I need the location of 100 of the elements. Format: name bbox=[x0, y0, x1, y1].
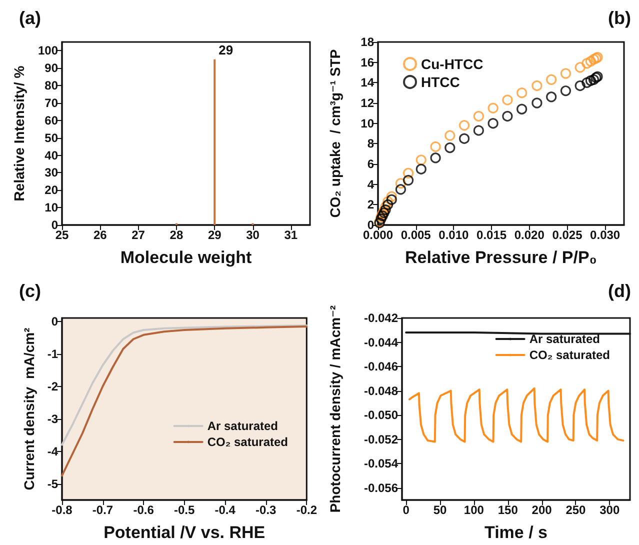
y-tick-label: -0.044 bbox=[363, 334, 398, 349]
x-tick-label: 150 bbox=[497, 502, 518, 516]
y-axis-title: Photocurrent density / mAcm⁻² bbox=[326, 304, 342, 512]
x-tick-label: 0.015 bbox=[476, 228, 506, 242]
chart-title: (d) bbox=[608, 280, 631, 300]
point bbox=[560, 68, 571, 79]
point bbox=[531, 98, 542, 108]
x-axis-title: Potential /V vs. RHE bbox=[104, 522, 266, 542]
x-tick-label: 26 bbox=[93, 228, 108, 242]
y-tick-label: -0.052 bbox=[363, 432, 398, 446]
y-tick-label: 10 bbox=[44, 200, 58, 215]
point bbox=[531, 80, 542, 92]
point bbox=[402, 174, 414, 186]
point bbox=[472, 125, 484, 136]
line-series bbox=[408, 386, 624, 442]
y-tick-label: -4 bbox=[47, 444, 58, 458]
y-tick-label: -3 bbox=[47, 411, 58, 426]
x-tick-label: 50 bbox=[432, 502, 446, 516]
point bbox=[415, 154, 426, 166]
point bbox=[382, 196, 393, 207]
y-axis-title: Current density mA/cm² bbox=[21, 326, 37, 490]
point bbox=[588, 74, 599, 85]
point bbox=[430, 141, 440, 152]
y-tick-label: -0.050 bbox=[363, 408, 398, 422]
x-tick-label: -0.8 bbox=[52, 502, 73, 516]
legend-label: HTCC bbox=[420, 74, 460, 90]
y-tick-label: -0.042 bbox=[363, 310, 398, 324]
legend-label: CO₂ saturated bbox=[528, 348, 610, 362]
chart-title: (a) bbox=[19, 8, 42, 28]
x-axis-title: Relative Pressure / P/P₀ bbox=[404, 248, 596, 267]
y-tick-label: -0.054 bbox=[363, 456, 398, 470]
y-tick-label: 10 bbox=[360, 116, 374, 130]
point bbox=[380, 201, 390, 212]
y-tick-label: 80 bbox=[44, 78, 58, 93]
y-tick-label: -0.056 bbox=[363, 480, 398, 494]
point bbox=[502, 94, 512, 106]
y-tick-label: 40 bbox=[44, 148, 58, 162]
x-tick-label: 100 bbox=[463, 502, 484, 516]
x-tick-label: 0 bbox=[402, 502, 410, 516]
x-tick-label: 200 bbox=[531, 502, 552, 516]
point bbox=[546, 74, 556, 85]
x-tick-label: -0.5 bbox=[174, 502, 195, 516]
y-tick-label: 50 bbox=[44, 130, 58, 145]
x-axis-title: Molecule weight bbox=[120, 248, 252, 267]
point bbox=[574, 62, 585, 73]
point bbox=[430, 152, 440, 164]
x-tick-label: 0.030 bbox=[590, 228, 620, 242]
y-tick-label: 70 bbox=[44, 96, 58, 110]
y-tick-label: 2 bbox=[366, 198, 374, 212]
y-tick-label: 100 bbox=[38, 44, 58, 58]
y-tick-label: 4 bbox=[366, 177, 374, 192]
y-axis-title: Relative Intensity/ % bbox=[11, 65, 27, 202]
point bbox=[581, 58, 592, 69]
x-tick-label: 30 bbox=[246, 228, 260, 242]
chart-title: (c) bbox=[19, 280, 42, 300]
x-tick-label: 31 bbox=[284, 228, 298, 242]
point bbox=[516, 104, 527, 114]
point bbox=[584, 75, 596, 86]
x-tick-label: -0.2 bbox=[296, 502, 318, 516]
point bbox=[502, 110, 512, 122]
y-tick-label: -2 bbox=[47, 378, 58, 393]
annotation: 29 bbox=[218, 42, 234, 58]
point bbox=[382, 199, 393, 210]
y-tick-label: 60 bbox=[44, 113, 58, 128]
y-tick-label: -0.046 bbox=[363, 359, 398, 374]
x-tick-label: -0.4 bbox=[214, 502, 236, 516]
x-tick-label: 300 bbox=[599, 502, 620, 516]
point bbox=[574, 80, 585, 92]
y-tick-label: 20 bbox=[44, 183, 58, 198]
y-tick-label: -5 bbox=[47, 476, 58, 490]
x-tick-label: 0.010 bbox=[438, 228, 469, 242]
chart-title: (b) bbox=[608, 8, 631, 28]
point bbox=[487, 102, 498, 114]
point bbox=[386, 191, 396, 202]
point bbox=[394, 184, 406, 195]
point bbox=[458, 120, 470, 131]
x-tick-label: 250 bbox=[565, 502, 586, 516]
point bbox=[402, 168, 414, 178]
point bbox=[581, 77, 592, 88]
y-tick-label: -1 bbox=[47, 346, 58, 360]
x-tick-label: 0.005 bbox=[400, 228, 431, 242]
x-tick-label: -0.6 bbox=[133, 502, 154, 516]
y-tick-label: 0 bbox=[51, 314, 58, 328]
point bbox=[472, 110, 484, 122]
y-tick-label: 14 bbox=[360, 76, 374, 90]
y-tick-label: 16 bbox=[360, 55, 374, 70]
x-tick-label: 29 bbox=[208, 228, 222, 242]
y-tick-label: 30 bbox=[44, 166, 58, 180]
point bbox=[546, 92, 556, 102]
point bbox=[444, 130, 455, 141]
y-tick-label: 8 bbox=[366, 136, 374, 151]
y-tick-label: 12 bbox=[360, 96, 374, 110]
x-tick-label: 28 bbox=[170, 228, 184, 242]
y-tick-label: 90 bbox=[44, 61, 58, 76]
point bbox=[444, 142, 455, 154]
line-series bbox=[61, 324, 308, 446]
point bbox=[487, 118, 498, 129]
point bbox=[415, 164, 426, 174]
point bbox=[516, 88, 527, 98]
point bbox=[588, 54, 599, 65]
